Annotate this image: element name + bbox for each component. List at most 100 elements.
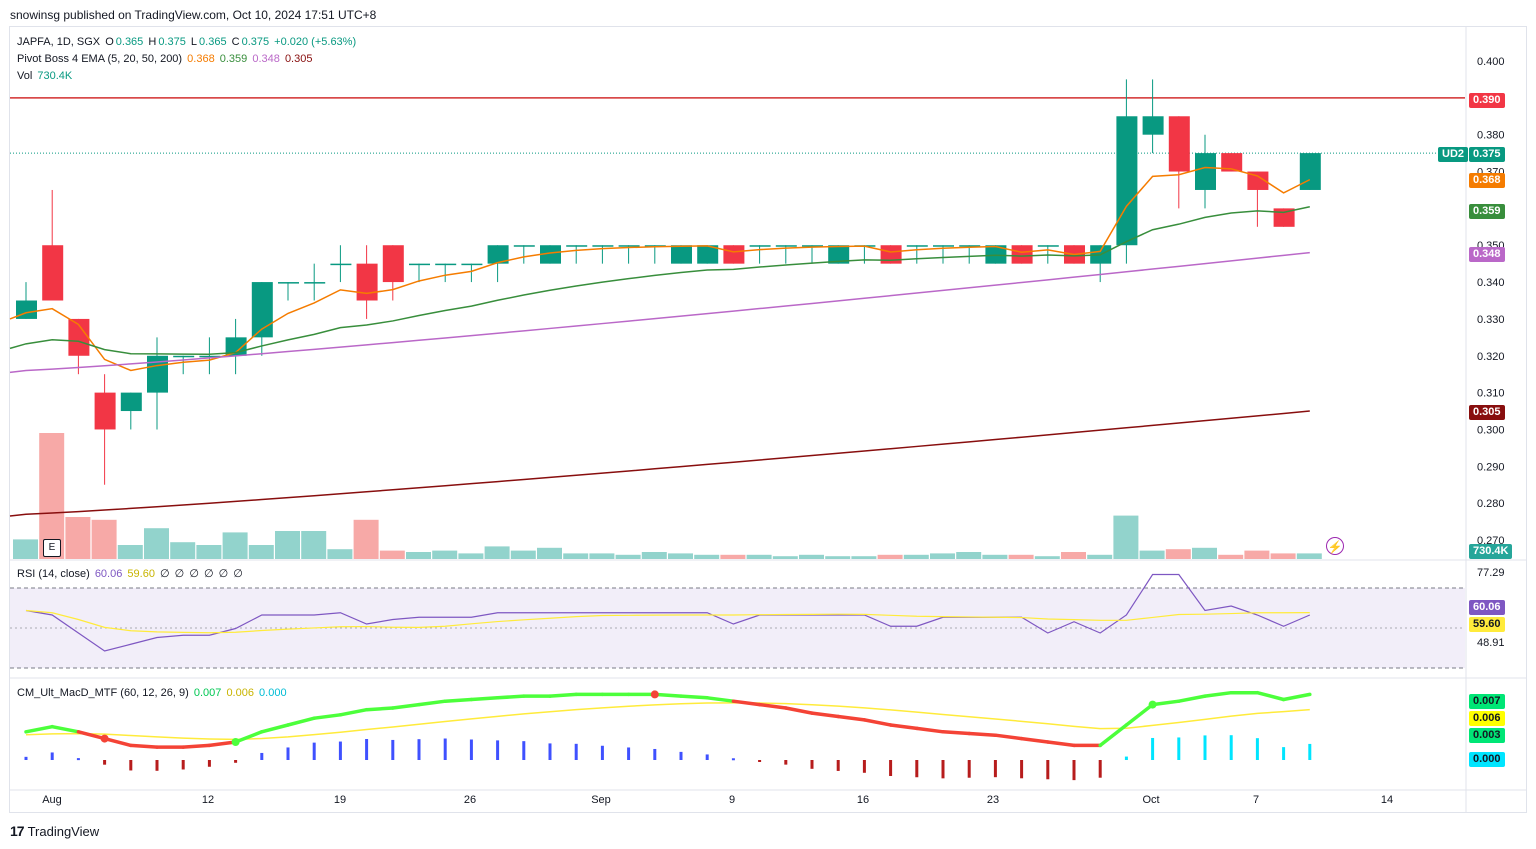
volume-bar [1165,549,1191,559]
rsi-signal-line [25,609,1310,634]
chart-frame[interactable] [9,26,1527,813]
macd-line-segment [757,702,788,710]
close-label: C [231,36,240,48]
price-tick-label: 0.330 [1477,314,1505,326]
rsi-empty-1: ∅ [160,568,170,580]
macd-histogram-bar [810,760,814,769]
macd-histogram-bar [1046,760,1050,780]
volume-value: 730.4K [37,70,73,82]
macd-histogram-bar [627,747,631,760]
macd-histogram-bar [784,760,788,765]
candle-body [513,245,535,247]
macd-line-segment [260,723,290,734]
macd-histogram-bar [1308,743,1312,760]
time-axis-label: Sep [591,794,611,806]
candle-body [1221,153,1243,172]
macd-line-segment [1098,723,1129,748]
macd-signal-value: 0.006 [226,687,254,699]
change-value: +0.020 (+5.63%) [274,36,357,48]
candle-body [618,245,640,247]
macd-line-scale-label: 0.003 [1469,728,1505,743]
macd-hist-value: 0.000 [259,687,287,699]
macd-histogram-bar [1255,738,1259,760]
candle-body [461,263,483,266]
macd-histogram-bar [234,760,238,763]
volume-bar [144,528,169,559]
macd-line-segment [548,692,578,698]
last-price-label: 0.375 [1469,147,1505,162]
volume-bar [379,550,405,559]
time-axis-label: 14 [1381,794,1393,806]
symbol-label[interactable]: JAPFA, 1D, SGX [17,36,101,48]
time-axis-label: Oct [1142,794,1159,806]
footer-brand[interactable]: TradingView [27,823,100,839]
candle-body [120,392,142,412]
candle-body [828,245,850,264]
candle-body [304,282,326,284]
macd-hist-scale-label: 0.000 [1469,752,1505,767]
ema20-value: 0.359 [219,53,248,65]
candle-body [697,245,719,264]
macd-histogram-bar [574,743,578,760]
rsi-band [10,588,1465,668]
candle-body [1037,245,1059,247]
macd-line-segment [417,699,447,707]
macd-histogram-bar [600,745,604,760]
rsi-empty-5: ∅ [218,568,229,580]
macd-histogram-bar [1229,735,1233,760]
volume-bar [694,554,720,559]
ema20-price-label: 0.359 [1469,204,1505,219]
macd-line-segment [810,711,840,719]
volume-bar [484,546,510,559]
bolt-icon[interactable]: ⚡ [1326,537,1344,555]
main-legend: JAPFA, 1D, SGX O 0.365 H 0.375 L 0.365 C 0.3… [17,34,358,85]
macd-name[interactable]: CM_Ult_MacD_MTF (60, 12, 26, 9) [17,687,189,699]
high-label: H [148,36,157,48]
volume-bar [772,556,798,559]
volume-bar [799,554,824,559]
tradingview-logo-icon[interactable]: 17 [10,823,25,839]
macd-line-segment [181,743,212,749]
macd-histogram-bar [993,760,997,778]
macd-histogram-bar [155,760,159,771]
ema-line-50 [9,251,1310,374]
candle-body [1168,116,1190,172]
volume-bar [510,550,536,559]
macd-histogram-bar [862,760,866,773]
volume-name[interactable]: Vol [17,70,33,82]
volume-bar [117,545,143,559]
macd-histogram-bar [76,758,80,761]
rsi-empty-2: ∅ [174,568,185,580]
volume-bar [1244,550,1270,559]
macd-line-segment [705,696,736,703]
price-tick-label: 0.380 [1477,130,1505,142]
volume-bar [825,556,851,559]
rsi-name[interactable]: RSI (14, close) [17,568,90,580]
volume-bar [641,552,667,559]
price-tick-label: 0.320 [1477,351,1505,363]
macd-cross-dot [100,734,109,743]
macd-histogram-bar [758,760,762,762]
footer: 17 TradingView [10,823,99,839]
macd-line-segment [993,733,1024,741]
macd-line-segment [286,716,316,727]
macd-histogram-bar [889,760,893,777]
volume-bar [746,554,772,559]
candle-body [382,245,404,283]
volume-bar [353,519,379,559]
ema200-price-label: 0.305 [1469,405,1505,420]
macd-histogram-bar [207,760,211,767]
candle-body [775,245,797,247]
candle-body [880,245,902,264]
ema-indicator-name[interactable]: Pivot Boss 4 EMA (5, 20, 50, 200) [17,53,183,65]
volume-bar [1139,550,1165,559]
open-value: 0.365 [115,36,144,48]
macd-histogram-bar [915,760,919,778]
macd-line-segment [391,702,421,710]
earnings-icon[interactable]: E [43,539,61,557]
macd-histogram-bar [1124,756,1128,760]
volume-bar [903,554,929,559]
low-label: L [190,36,198,48]
time-axis-label: Aug [42,794,62,806]
